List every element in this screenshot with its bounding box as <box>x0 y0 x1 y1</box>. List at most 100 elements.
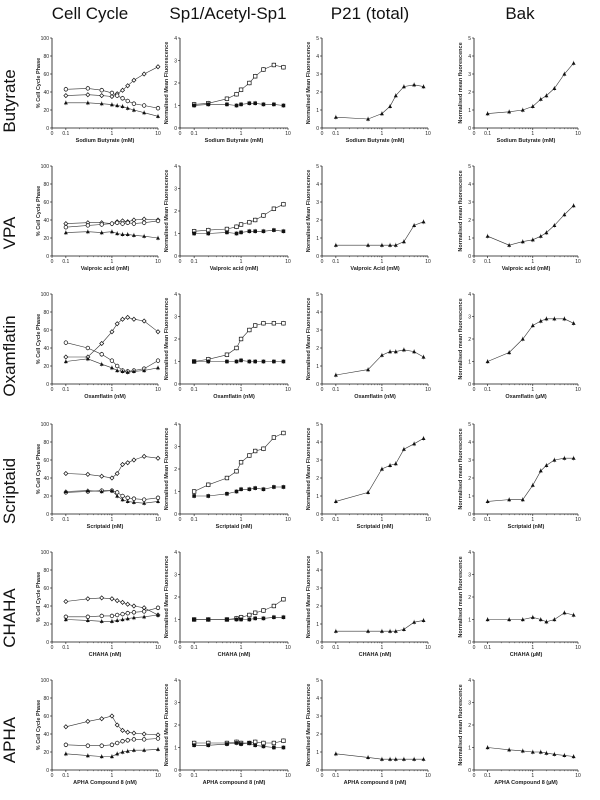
data-point <box>530 615 535 619</box>
data-point <box>85 223 90 228</box>
y-tick-label: 0 <box>468 512 471 518</box>
data-point <box>530 104 535 108</box>
data-point <box>131 730 137 736</box>
panel-1-0: 0 20 40 60 80 100 0 0.1 1 10 Valproic acid (mM) % C… <box>36 164 161 272</box>
y-tick-label: 2 <box>316 346 319 352</box>
x-tick-label: 1 <box>111 387 114 393</box>
series-line-0 <box>194 64 284 105</box>
data-point <box>333 115 338 119</box>
data-point <box>247 612 252 618</box>
x-tick-label: 0.1 <box>191 517 198 523</box>
y-tick-label: 0 <box>468 126 471 132</box>
y-tick-label: 1 <box>174 489 177 495</box>
data-point <box>530 237 535 242</box>
data-point <box>99 362 104 366</box>
x-tick-label: 0 <box>321 645 324 651</box>
data-point <box>109 488 114 493</box>
data-point <box>253 448 258 454</box>
y-tick-label: 1 <box>316 364 319 370</box>
y-tick-label: 2 <box>174 595 177 601</box>
data-point <box>109 475 115 481</box>
x-axis-label: Sodium Butyrate (mM) <box>346 138 405 144</box>
x-axis-label: APHA Compound 8 (µM) <box>494 780 558 786</box>
x-tick-label: 1 <box>240 387 243 393</box>
y-tick-label: 0 <box>174 126 177 132</box>
x-tick-label: 1 <box>531 259 534 265</box>
x-tick-label: 0 <box>321 259 324 265</box>
data-point <box>485 111 490 116</box>
data-point <box>333 629 338 633</box>
y-axis-label: Normalised Mean Fluorescence <box>306 684 312 767</box>
data-point <box>538 97 543 101</box>
data-point <box>156 499 160 503</box>
y-axis-label: Normalised Mean Fluorescence <box>306 556 312 639</box>
data-point <box>538 617 543 622</box>
x-tick-label: 0 <box>51 259 54 265</box>
x-tick-label: 0.1 <box>191 387 198 393</box>
x-tick-label: 10 <box>285 773 291 779</box>
y-tick-label: 5 <box>316 422 319 428</box>
data-point <box>571 754 576 759</box>
x-tick-label: 10 <box>155 259 161 265</box>
data-point <box>393 629 398 633</box>
y-tick-label: 0 <box>46 640 49 646</box>
x-tick-label: 1 <box>240 259 243 265</box>
data-point <box>238 460 244 465</box>
series-line-1 <box>194 742 284 748</box>
panel-3-0: 0 20 40 60 80 100 0 0.1 1 10 Scriptaid (nM) % Cell … <box>36 422 161 530</box>
series-line-0 <box>335 620 424 632</box>
data-point <box>63 742 69 747</box>
data-point <box>125 370 130 374</box>
data-point <box>562 72 567 76</box>
data-point <box>507 243 512 247</box>
data-point <box>131 603 137 609</box>
y-tick-label: 40 <box>43 604 49 610</box>
data-point <box>552 458 557 462</box>
data-point <box>379 353 384 357</box>
series-line-1 <box>194 229 284 234</box>
x-tick-label: 10 <box>425 645 431 651</box>
x-tick-label: 10 <box>155 131 161 137</box>
data-point <box>261 446 266 451</box>
data-point <box>562 456 567 460</box>
data-point <box>412 441 417 446</box>
x-tick-label: 0.1 <box>484 517 491 523</box>
data-point <box>261 359 266 364</box>
y-axis-label: % Cell Cycle Phase <box>36 700 42 750</box>
panel-1-2: 0 1 2 3 4 5 0 0.1 1 10 Valproic Acid (mM) Normalise… <box>306 164 431 272</box>
series-line-0 <box>335 84 424 120</box>
data-point <box>131 77 137 83</box>
x-tick-label: 0.1 <box>484 387 491 393</box>
y-axis-label: % Cell Cycle Phase <box>36 444 42 494</box>
data-point <box>544 316 549 321</box>
data-point <box>544 619 549 624</box>
data-point <box>261 67 266 72</box>
y-tick-label: 0 <box>174 254 177 260</box>
y-tick-label: 0 <box>174 512 177 518</box>
y-axis-label: Normalised Mean Fluorescence <box>164 556 170 639</box>
data-point <box>225 230 229 235</box>
data-point <box>281 738 286 743</box>
data-point <box>142 501 147 505</box>
data-point <box>281 359 286 364</box>
data-point <box>253 743 257 748</box>
data-point <box>115 612 120 618</box>
data-point <box>485 234 490 238</box>
data-point <box>109 713 115 719</box>
data-point <box>142 748 147 752</box>
x-axis-label: Oxamflatin (nM) <box>84 394 126 400</box>
data-point <box>272 102 276 107</box>
x-tick-label: 0.1 <box>191 131 198 137</box>
data-point <box>85 718 91 724</box>
y-tick-label: 60 <box>43 72 49 78</box>
y-tick-label: 2 <box>468 595 471 601</box>
y-tick-label: 20 <box>43 364 49 370</box>
x-axis-label: Sodium Butyrate (mM) <box>497 138 556 144</box>
data-point <box>261 616 266 621</box>
series-line-2 <box>65 614 159 622</box>
x-tick-label: 0 <box>473 517 476 523</box>
data-point <box>125 616 130 621</box>
x-tick-label: 10 <box>155 517 161 523</box>
y-tick-label: 4 <box>468 292 471 298</box>
data-point <box>156 613 160 617</box>
